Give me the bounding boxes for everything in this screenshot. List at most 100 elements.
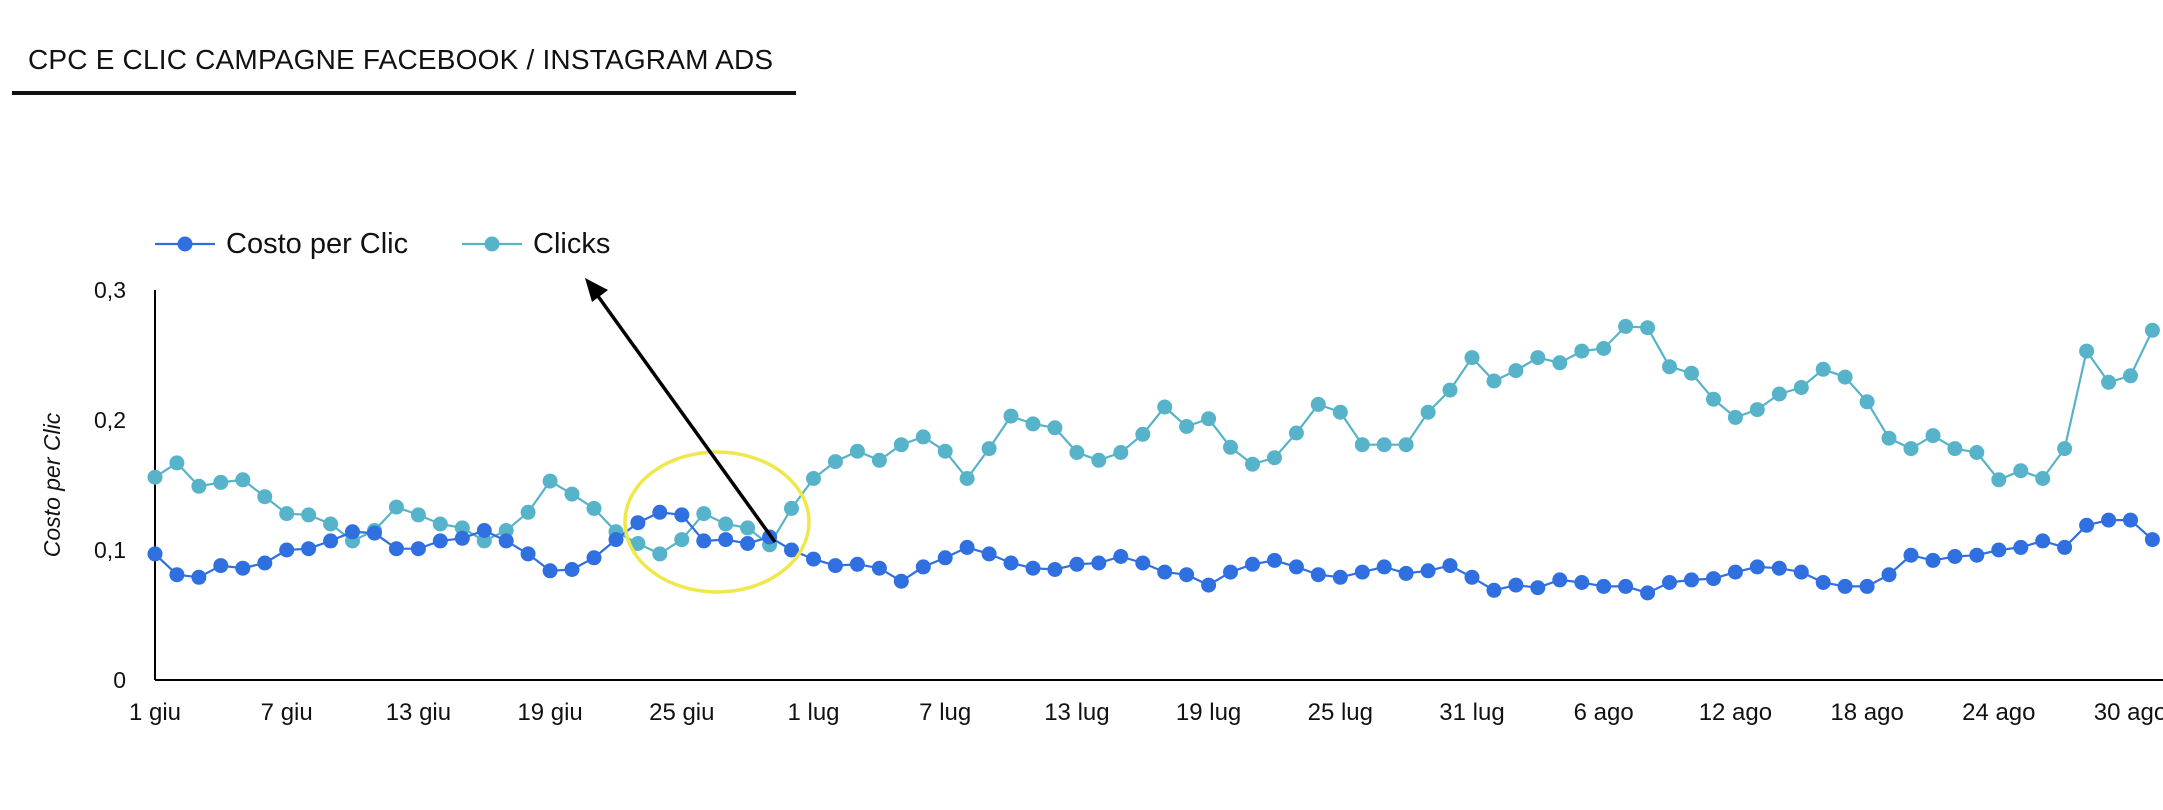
data-point: [1706, 571, 1721, 587]
legend-marker: [484, 236, 500, 252]
data-point: [2123, 368, 2138, 384]
data-point: [1420, 563, 1436, 579]
data-point: [981, 441, 997, 457]
data-point: [718, 516, 734, 532]
data-point: [1135, 426, 1151, 442]
data-point: [849, 556, 865, 572]
data-point: [1047, 420, 1063, 436]
data-point: [981, 546, 997, 562]
data-point: [1047, 562, 1063, 577]
legend: Costo per Clic Clicks: [155, 228, 610, 260]
data-point: [1552, 355, 1568, 371]
x-tick-label: 30 ago: [2094, 699, 2163, 726]
data-point: [937, 550, 953, 566]
data-point: [630, 536, 646, 551]
data-point: [1091, 452, 1107, 468]
data-point: [1662, 575, 1677, 590]
data-point: [871, 560, 887, 576]
data-point: [1618, 578, 1634, 594]
data-point: [476, 533, 492, 549]
x-tick-label: 1 giu: [129, 699, 181, 726]
data-point: [1618, 318, 1634, 334]
data-point: [1749, 402, 1765, 418]
data-point: [1925, 428, 1941, 444]
data-point: [959, 539, 975, 555]
data-point: [1442, 558, 1458, 574]
data-point: [718, 532, 734, 548]
data-point: [1069, 445, 1085, 460]
data-point: [1376, 437, 1392, 453]
data-point: [1749, 559, 1765, 575]
data-point: [586, 500, 602, 516]
data-point: [1003, 555, 1019, 571]
data-point: [630, 515, 646, 531]
data-point: [1157, 399, 1173, 415]
data-point: [1947, 549, 1963, 564]
data-point: [191, 478, 207, 494]
data-point: [1925, 552, 1941, 568]
data-point: [1025, 416, 1041, 432]
data-point: [1091, 555, 1107, 571]
series-layer: [147, 318, 2160, 601]
series-costo-per-clic: [147, 504, 2160, 601]
data-point: [1464, 350, 1480, 366]
data-point: [542, 563, 558, 579]
legend-marker: [177, 236, 193, 252]
data-point: [2079, 517, 2095, 533]
data-point: [1903, 547, 1919, 563]
data-point: [1179, 567, 1195, 583]
data-point: [498, 523, 514, 538]
data-point: [827, 558, 843, 574]
legend-item-clicks: Clicks: [462, 228, 610, 260]
data-point: [1837, 369, 1853, 385]
data-point: [1574, 575, 1590, 590]
data-point: [279, 542, 295, 558]
data-point: [1332, 569, 1348, 585]
data-point: [1025, 560, 1041, 576]
y-tick-label: 0: [113, 667, 126, 693]
data-point: [235, 560, 251, 576]
data-point: [2144, 322, 2160, 338]
data-point: [1640, 585, 1656, 601]
data-point: [345, 524, 360, 540]
tick-labels: 0 0,1 0,2 0,3 Costo per Clic 1 giu 7 giu 13 giu…: [39, 277, 2163, 726]
data-point: [1332, 404, 1348, 420]
data-point: [1310, 567, 1326, 583]
chart-title: CPC E CLIC CAMPAGNE FACEBOOK / INSTAGRAM…: [28, 44, 774, 75]
x-tick-label: 24 ago: [1962, 699, 2035, 726]
data-point: [1288, 425, 1304, 441]
data-point: [323, 533, 339, 549]
legend-label: Clicks: [533, 228, 610, 260]
data-point: [1486, 582, 1502, 598]
data-point: [1727, 409, 1743, 425]
data-point: [476, 523, 492, 538]
data-point: [257, 489, 273, 505]
series-line: [154, 325, 2154, 556]
data-point: [1552, 572, 1568, 588]
x-tick-label: 25 lug: [1308, 699, 1373, 726]
data-point: [1113, 445, 1129, 460]
data-point: [1003, 408, 1019, 424]
x-tick-label: 13 lug: [1044, 699, 1109, 726]
data-point: [1069, 556, 1085, 572]
data-point: [1771, 560, 1787, 576]
data-point: [1113, 549, 1129, 564]
data-point: [1881, 430, 1897, 446]
series-clicks: [147, 318, 2160, 562]
data-point: [388, 541, 404, 557]
annotation-arrowhead: [585, 278, 608, 302]
data-point: [1771, 386, 1787, 402]
data-point: [1376, 559, 1392, 575]
data-point: [652, 546, 668, 562]
data-point: [1508, 363, 1524, 379]
data-point: [915, 559, 931, 575]
data-point: [1903, 441, 1919, 457]
data-point: [784, 542, 799, 558]
data-point: [1881, 567, 1897, 583]
data-point: [1530, 580, 1546, 596]
data-point: [893, 573, 909, 589]
data-point: [1354, 437, 1370, 453]
data-point: [586, 550, 602, 566]
data-point: [1859, 578, 1875, 594]
